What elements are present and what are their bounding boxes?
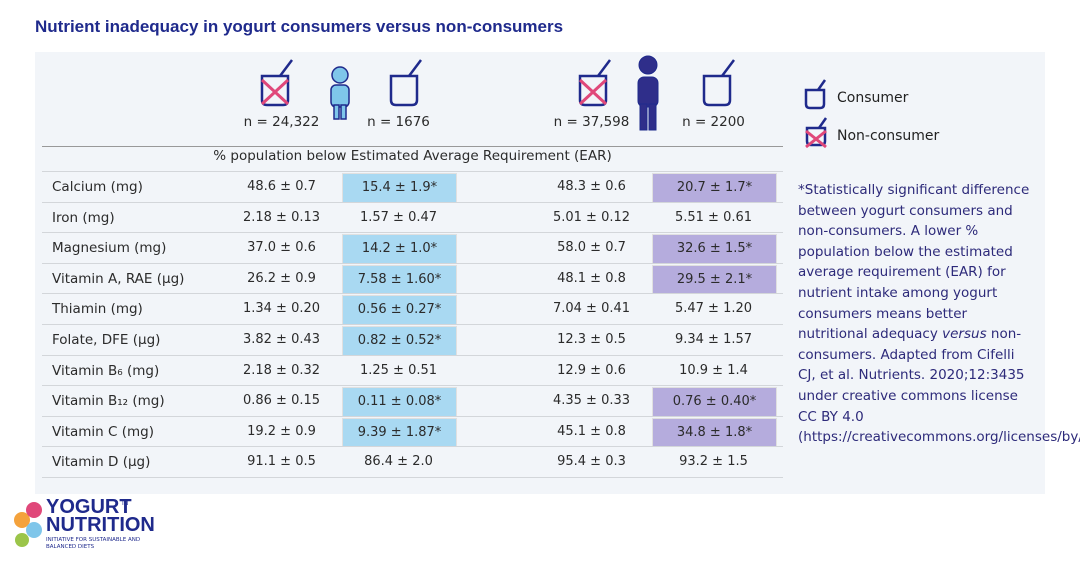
value-cell: 1.25 ± 0.51 bbox=[359, 362, 438, 378]
logo-brand: YOGURT bbox=[46, 496, 132, 518]
row-label: Calcium (mg) bbox=[52, 179, 143, 195]
legend-non-consumer: Non-consumer bbox=[837, 128, 940, 144]
logo-name: NUTRITION bbox=[46, 514, 155, 536]
value-cell: 20.7 ± 1.7* bbox=[652, 173, 777, 203]
value-cell: 45.1 ± 0.8 bbox=[557, 423, 626, 439]
row-label: Vitamin B₁₂ (mg) bbox=[52, 393, 165, 410]
value-cell: 58.0 ± 0.7 bbox=[557, 240, 626, 256]
value-cell: 9.39 ± 1.87* bbox=[342, 417, 457, 448]
row-line bbox=[42, 354, 783, 356]
value-cell: 26.2 ± 0.9 bbox=[247, 270, 316, 286]
value-cell: 12.9 ± 0.6 bbox=[557, 362, 626, 378]
value-cell: 2.18 ± 0.13 bbox=[242, 209, 321, 225]
row-label: Magnesium (mg) bbox=[52, 240, 167, 257]
row-line bbox=[42, 171, 783, 172]
value-cell: 0.82 ± 0.52* bbox=[342, 326, 457, 356]
row-line bbox=[42, 477, 783, 478]
note-text: *Statistically significant difference be… bbox=[798, 182, 1030, 343]
column-header: n = 24,322 bbox=[243, 114, 320, 130]
value-cell: 32.6 ± 1.5* bbox=[652, 234, 777, 264]
value-cell: 19.2 ± 0.9 bbox=[247, 423, 316, 439]
value-cell: 91.1 ± 0.5 bbox=[247, 454, 316, 470]
value-cell: 5.51 ± 0.61 bbox=[674, 209, 753, 225]
value-cell: 0.56 ± 0.27* bbox=[342, 295, 457, 325]
value-cell: 15.4 ± 1.9* bbox=[342, 173, 457, 203]
value-cell: 37.0 ± 0.6 bbox=[247, 240, 316, 256]
row-label: Folate, DFE (μg) bbox=[52, 332, 161, 348]
value-cell: 0.11 ± 0.08* bbox=[342, 387, 457, 417]
row-label: Vitamin D (μg) bbox=[52, 454, 151, 471]
value-cell: 1.57 ± 0.47 bbox=[359, 209, 438, 225]
column-header: n = 1676 bbox=[367, 114, 430, 130]
value-cell: 14.2 ± 1.0* bbox=[342, 234, 457, 264]
value-cell: 0.76 ± 0.40* bbox=[652, 387, 777, 417]
value-cell: 5.01 ± 0.12 bbox=[552, 209, 631, 225]
row-label: Iron (mg) bbox=[52, 209, 115, 226]
legend-consumer: Consumer bbox=[837, 90, 909, 106]
value-cell: 48.6 ± 0.7 bbox=[247, 179, 316, 194]
column-header: n = 37,598 bbox=[553, 114, 630, 130]
value-cell: 5.47 ± 1.20 bbox=[674, 301, 753, 317]
row-line bbox=[42, 201, 783, 203]
value-cell: 29.5 ± 2.1* bbox=[652, 264, 777, 295]
note-text: non-consumers. Adapted from Cifelli CJ, … bbox=[798, 326, 1080, 446]
row-line bbox=[42, 262, 783, 264]
column-header: n = 2200 bbox=[682, 114, 745, 130]
value-cell: 95.4 ± 0.3 bbox=[557, 454, 626, 470]
value-cell: 48.1 ± 0.8 bbox=[557, 270, 626, 286]
logo-tagline: INITIATIVE FOR SUSTAINABLE AND BALANCED … bbox=[46, 537, 141, 550]
logo-mark bbox=[14, 502, 42, 547]
logo-small: IN bbox=[122, 500, 129, 507]
note-text: versus bbox=[942, 326, 987, 343]
title: Nutrient inadequacy in yogurt consumers … bbox=[35, 17, 564, 36]
value-cell: 10.9 ± 1.4 bbox=[679, 362, 748, 378]
value-cell: 48.3 ± 0.6 bbox=[557, 179, 626, 194]
row-label: Vitamin A, RAE (μg) bbox=[52, 270, 185, 287]
panel bbox=[35, 52, 1045, 494]
row-line bbox=[42, 293, 783, 295]
value-cell: 34.8 ± 1.8* bbox=[652, 417, 777, 448]
value-cell: 93.2 ± 1.5 bbox=[679, 454, 748, 470]
value-cell: 4.35 ± 0.33 bbox=[552, 393, 631, 409]
row-label: Vitamin C (mg) bbox=[52, 423, 154, 440]
value-cell: 7.58 ± 1.60* bbox=[342, 264, 457, 295]
subheader: % population below Estimated Average Req… bbox=[213, 148, 612, 164]
value-cell: 7.04 ± 0.41 bbox=[552, 301, 631, 317]
value-cell: 86.4 ± 2.0 bbox=[364, 454, 433, 470]
row-line bbox=[42, 385, 783, 387]
value-cell: 9.34 ± 1.57 bbox=[674, 332, 753, 347]
value-cell: 1.34 ± 0.20 bbox=[242, 301, 321, 317]
row-line bbox=[42, 446, 783, 448]
note: *Statistically significant difference be… bbox=[798, 180, 1080, 448]
row-line bbox=[42, 232, 783, 234]
row-label: Thiamin (mg) bbox=[52, 301, 143, 318]
row-label: Vitamin B₆ (mg) bbox=[52, 362, 160, 379]
row-line bbox=[42, 324, 783, 325]
row-line bbox=[42, 415, 783, 417]
value-cell: 2.18 ± 0.32 bbox=[242, 362, 321, 378]
value-cell: 0.86 ± 0.15 bbox=[242, 393, 321, 409]
value-cell: 3.82 ± 0.43 bbox=[242, 332, 321, 347]
value-cell: 12.3 ± 0.5 bbox=[557, 332, 626, 347]
